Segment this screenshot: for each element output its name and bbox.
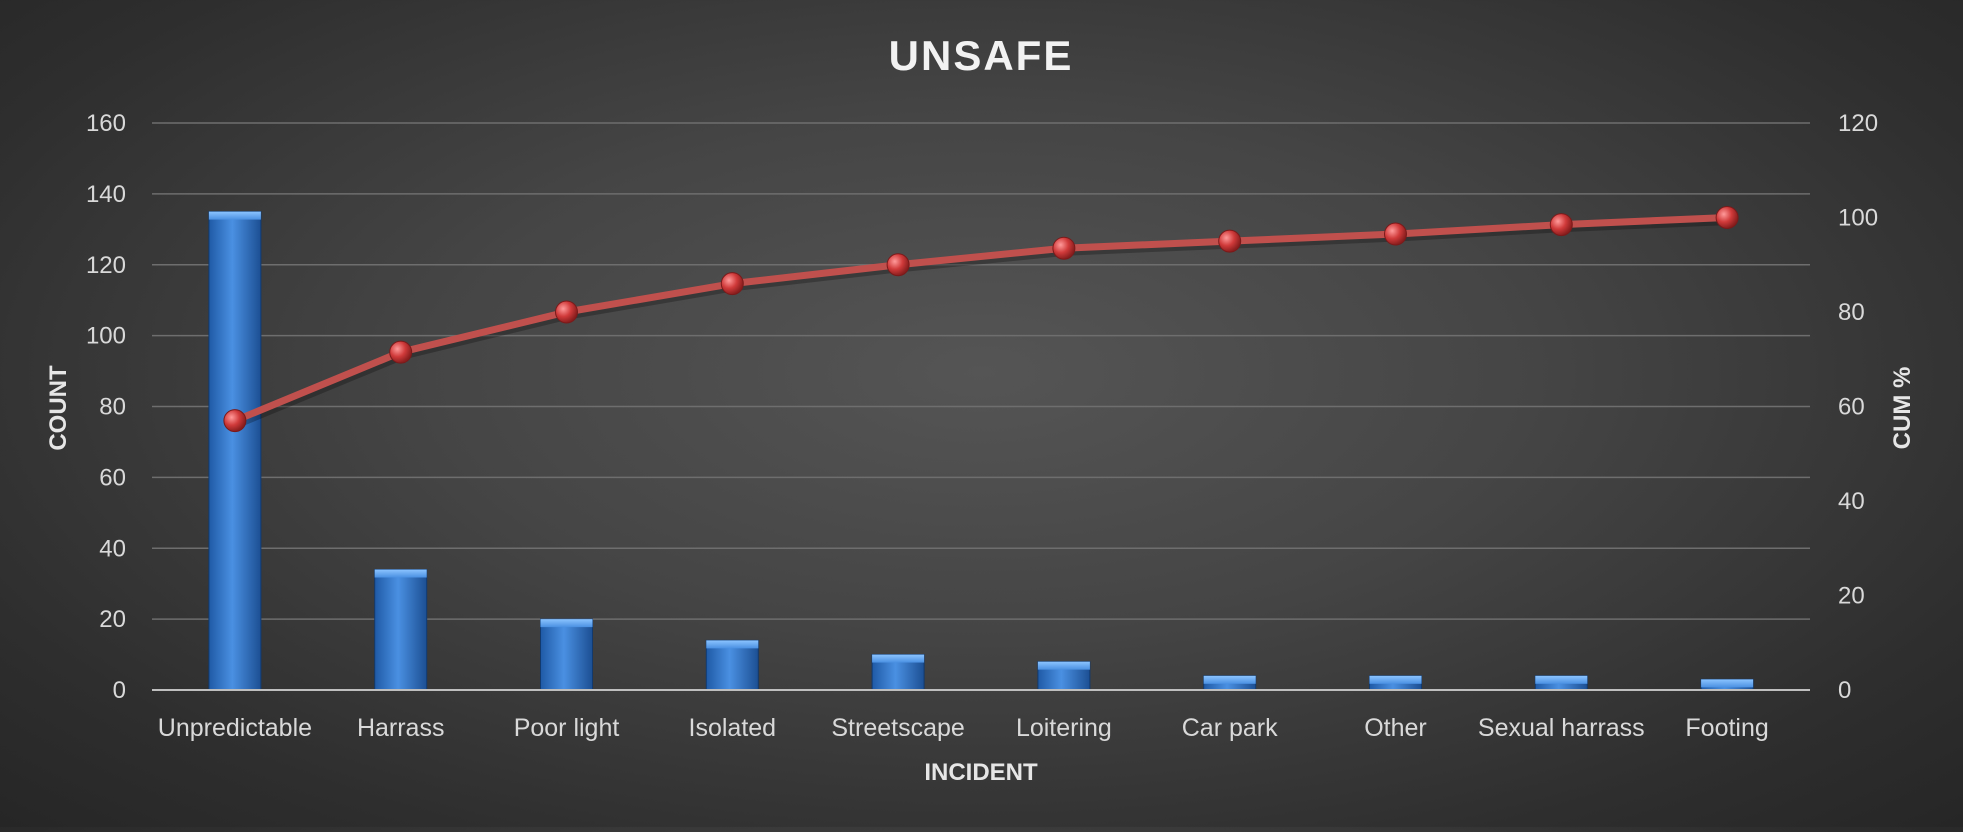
bar-body (705, 639, 759, 691)
bar (540, 618, 593, 691)
bar-body (208, 211, 262, 691)
line-point (1218, 229, 1242, 253)
bar-top (1037, 661, 1090, 670)
line-point (886, 253, 910, 277)
line-point (223, 409, 247, 433)
y-tick-label: 80 (99, 394, 126, 421)
y-tick-label: 0 (113, 677, 126, 704)
x-tick-label: Streetscape (831, 714, 964, 742)
line-point (1052, 236, 1076, 260)
x-tick-label: Car park (1182, 714, 1278, 742)
bar (1534, 675, 1588, 691)
cumulative-line (233, 214, 1728, 424)
bar (871, 654, 925, 691)
cumulative-line-shadow (235, 216, 1730, 428)
y-axis-title: COUNT (45, 365, 72, 451)
y2-tick-label: 80 (1838, 299, 1865, 326)
bar (1037, 661, 1091, 691)
line-point (555, 300, 578, 324)
x-tick-label: Unpredictable (158, 714, 312, 742)
x-tick-label: Footing (1685, 714, 1768, 742)
y2-axis-title: CUM % (1889, 367, 1916, 450)
bar-top (706, 640, 759, 649)
bar (1369, 675, 1422, 691)
bar-top (208, 211, 261, 220)
bar-top (374, 569, 427, 578)
x-tick-label: Other (1364, 714, 1427, 742)
bar-top (540, 619, 593, 628)
bar-top (1369, 675, 1422, 684)
bar (705, 639, 759, 691)
x-tick-label: Poor light (514, 714, 620, 742)
bar (374, 569, 428, 691)
x-tick-label: Sexual harrass (1478, 714, 1645, 742)
y2-tick-label: 40 (1838, 488, 1865, 515)
line-point (720, 272, 744, 296)
x-tick-label: Harrass (357, 714, 445, 742)
bar-top (1203, 675, 1256, 684)
y-tick-label: 160 (86, 110, 126, 137)
bar (1203, 675, 1257, 691)
y-tick-label: 120 (86, 252, 126, 279)
bar (208, 211, 262, 691)
y-tick-label: 140 (86, 181, 126, 208)
gridlines (152, 122, 1810, 620)
y-tick-label: 60 (99, 464, 126, 491)
y2-tick-label: 20 (1838, 583, 1865, 610)
y2-tick-label: 60 (1838, 394, 1865, 421)
y-tick-label: 20 (99, 606, 126, 633)
x-tick-label: Loitering (1016, 714, 1112, 742)
y2-tick-label: 100 (1838, 205, 1878, 232)
line-point (1384, 222, 1407, 246)
bar-top (1535, 675, 1588, 684)
bar-body (374, 569, 428, 691)
y-tick-label: 100 (86, 323, 126, 350)
y2-tick-label: 120 (1838, 110, 1878, 137)
bar-body (540, 618, 593, 691)
line-point (389, 340, 413, 364)
bar-series (208, 211, 1754, 691)
bar-top (872, 654, 925, 663)
cumulative-line-series (223, 206, 1739, 433)
line-point (1549, 213, 1573, 237)
bar (1700, 678, 1754, 691)
chart-title: UNSAFE (889, 32, 1074, 79)
line-point (1715, 206, 1739, 229)
y-tick-label: 40 (99, 535, 126, 562)
axes: 0 20 40 60 80 100 120 140 160 0 20 40 60 80 100 120 Unpr… (86, 110, 1878, 742)
x-tick-label: Isolated (689, 714, 777, 742)
bar-top (1701, 679, 1754, 688)
x-axis-title: INCIDENT (924, 759, 1038, 786)
y2-tick-label: 0 (1838, 677, 1851, 704)
